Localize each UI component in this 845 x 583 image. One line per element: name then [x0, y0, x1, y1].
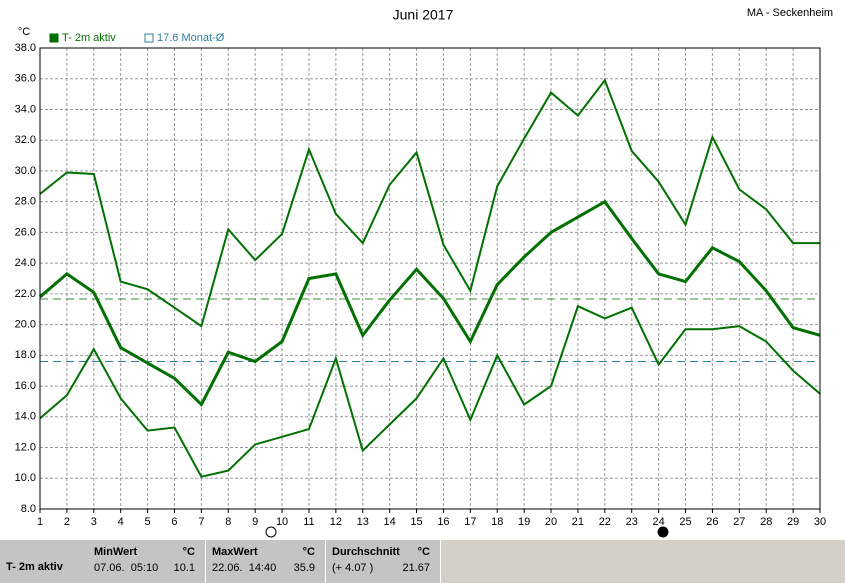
stats-value: 10.1 [173, 562, 195, 574]
x-tick-label: 3 [91, 516, 97, 528]
y-tick-label: 24.0 [15, 257, 36, 269]
x-tick-label: 6 [171, 516, 177, 528]
x-tick-label: 4 [118, 516, 124, 528]
x-tick-label: 21 [572, 516, 584, 528]
stats-when: 22.06. 14:40 [212, 562, 277, 574]
temperature-line [39, 78, 820, 328]
y-tick-label: 26.0 [15, 226, 36, 238]
x-tick-label: 11 [303, 516, 314, 528]
full-moon [265, 526, 277, 538]
y-tick-label: 12.0 [15, 441, 36, 453]
new-moon [657, 526, 669, 538]
stats-value: 21.67 [402, 562, 430, 574]
x-tick-label: 17 [464, 516, 476, 528]
x-tick-label: 1 [37, 516, 43, 528]
x-tick-label: 9 [252, 516, 258, 528]
x-tick-label: 5 [145, 516, 151, 528]
chart: Juni 2017 MA - Seckenheim °C 8.0 10.0 12.0… [15, 7, 833, 538]
y-tick-label: 30.0 [15, 165, 36, 177]
stats-cell: MaxWert °C 22.06. 14:40 35.9 [206, 540, 326, 583]
stats-cell: Durchschnitt °C (+ 4.07 ) 21.67 [326, 540, 441, 583]
x-tick-label: 12 [330, 516, 342, 528]
y-tick-label: 18.0 [15, 349, 36, 361]
stats-when: 07.06. 05:10 [94, 562, 159, 574]
x-tick-label: 7 [198, 516, 204, 528]
stats-cell: MinWert °C 07.06. 05:10 10.1 [88, 540, 206, 583]
plot-area [40, 48, 820, 509]
x-tick-label: 18 [491, 516, 503, 528]
stats-when: (+ 4.07 ) [332, 562, 374, 574]
x-tick-label: 13 [357, 516, 369, 528]
y-tick-label: 38.0 [15, 42, 36, 54]
x-tick-label: 2 [64, 516, 70, 528]
y-tick-label: 32.0 [15, 134, 36, 146]
x-tick-label: 30 [814, 516, 826, 528]
stats-unit: °C [302, 546, 315, 558]
y-tick-label: 36.0 [15, 73, 36, 85]
chart-title: Juni 2017 [393, 7, 454, 23]
x-tick-label: 8 [225, 516, 231, 528]
legend-swatch [144, 33, 154, 43]
station: MA - Seckenheim [747, 7, 833, 19]
x-tick-label: 14 [384, 516, 396, 528]
stats-unit: °C [182, 546, 195, 558]
stats-header: MaxWert [212, 546, 258, 558]
legend-swatch [49, 33, 59, 43]
temperature-line [39, 199, 821, 407]
legend-label: 17.6 Monat-Ø [157, 32, 225, 44]
x-tick-label: 20 [545, 516, 557, 528]
stats-bar: T- 2m aktiv MinWert °C 07.06. 05:10 10.1 Max… [0, 540, 845, 583]
temperature-line [39, 304, 821, 478]
y-tick-label: 28.0 [15, 196, 36, 208]
x-tick-label: 29 [787, 516, 799, 528]
y-tick-label: 16.0 [15, 380, 36, 392]
stats-header: Durchschnitt [332, 546, 400, 558]
y-tick-label: 34.0 [15, 103, 36, 115]
x-tick-label: 23 [626, 516, 638, 528]
legend-label: T- 2m aktiv [62, 32, 116, 44]
x-tick-label: 19 [518, 516, 530, 528]
x-tick-label: 27 [733, 516, 745, 528]
x-tick-label: 15 [410, 516, 422, 528]
x-tick-label: 25 [679, 516, 691, 528]
y-tick-label: 10.0 [15, 472, 36, 484]
x-tick-label: 28 [760, 516, 772, 528]
stats-value: 35.9 [293, 562, 315, 574]
x-tick-label: 22 [599, 516, 611, 528]
stats-unit: °C [417, 546, 430, 558]
stats-title: T- 2m aktiv [6, 561, 63, 573]
x-tick-label: 26 [706, 516, 718, 528]
x-tick-label: 16 [437, 516, 449, 528]
plot-frame [39, 47, 821, 510]
y-tick-label: 8.0 [21, 503, 36, 515]
y-tick-label: 20.0 [15, 319, 36, 331]
y-tick-label: 14.0 [15, 411, 36, 423]
x-tick-label: 10 [276, 516, 288, 528]
stats-header: MinWert [94, 546, 138, 558]
x-tick-label: 24 [652, 516, 664, 528]
y-unit: °C [18, 26, 30, 38]
y-tick-label: 22.0 [15, 288, 36, 300]
